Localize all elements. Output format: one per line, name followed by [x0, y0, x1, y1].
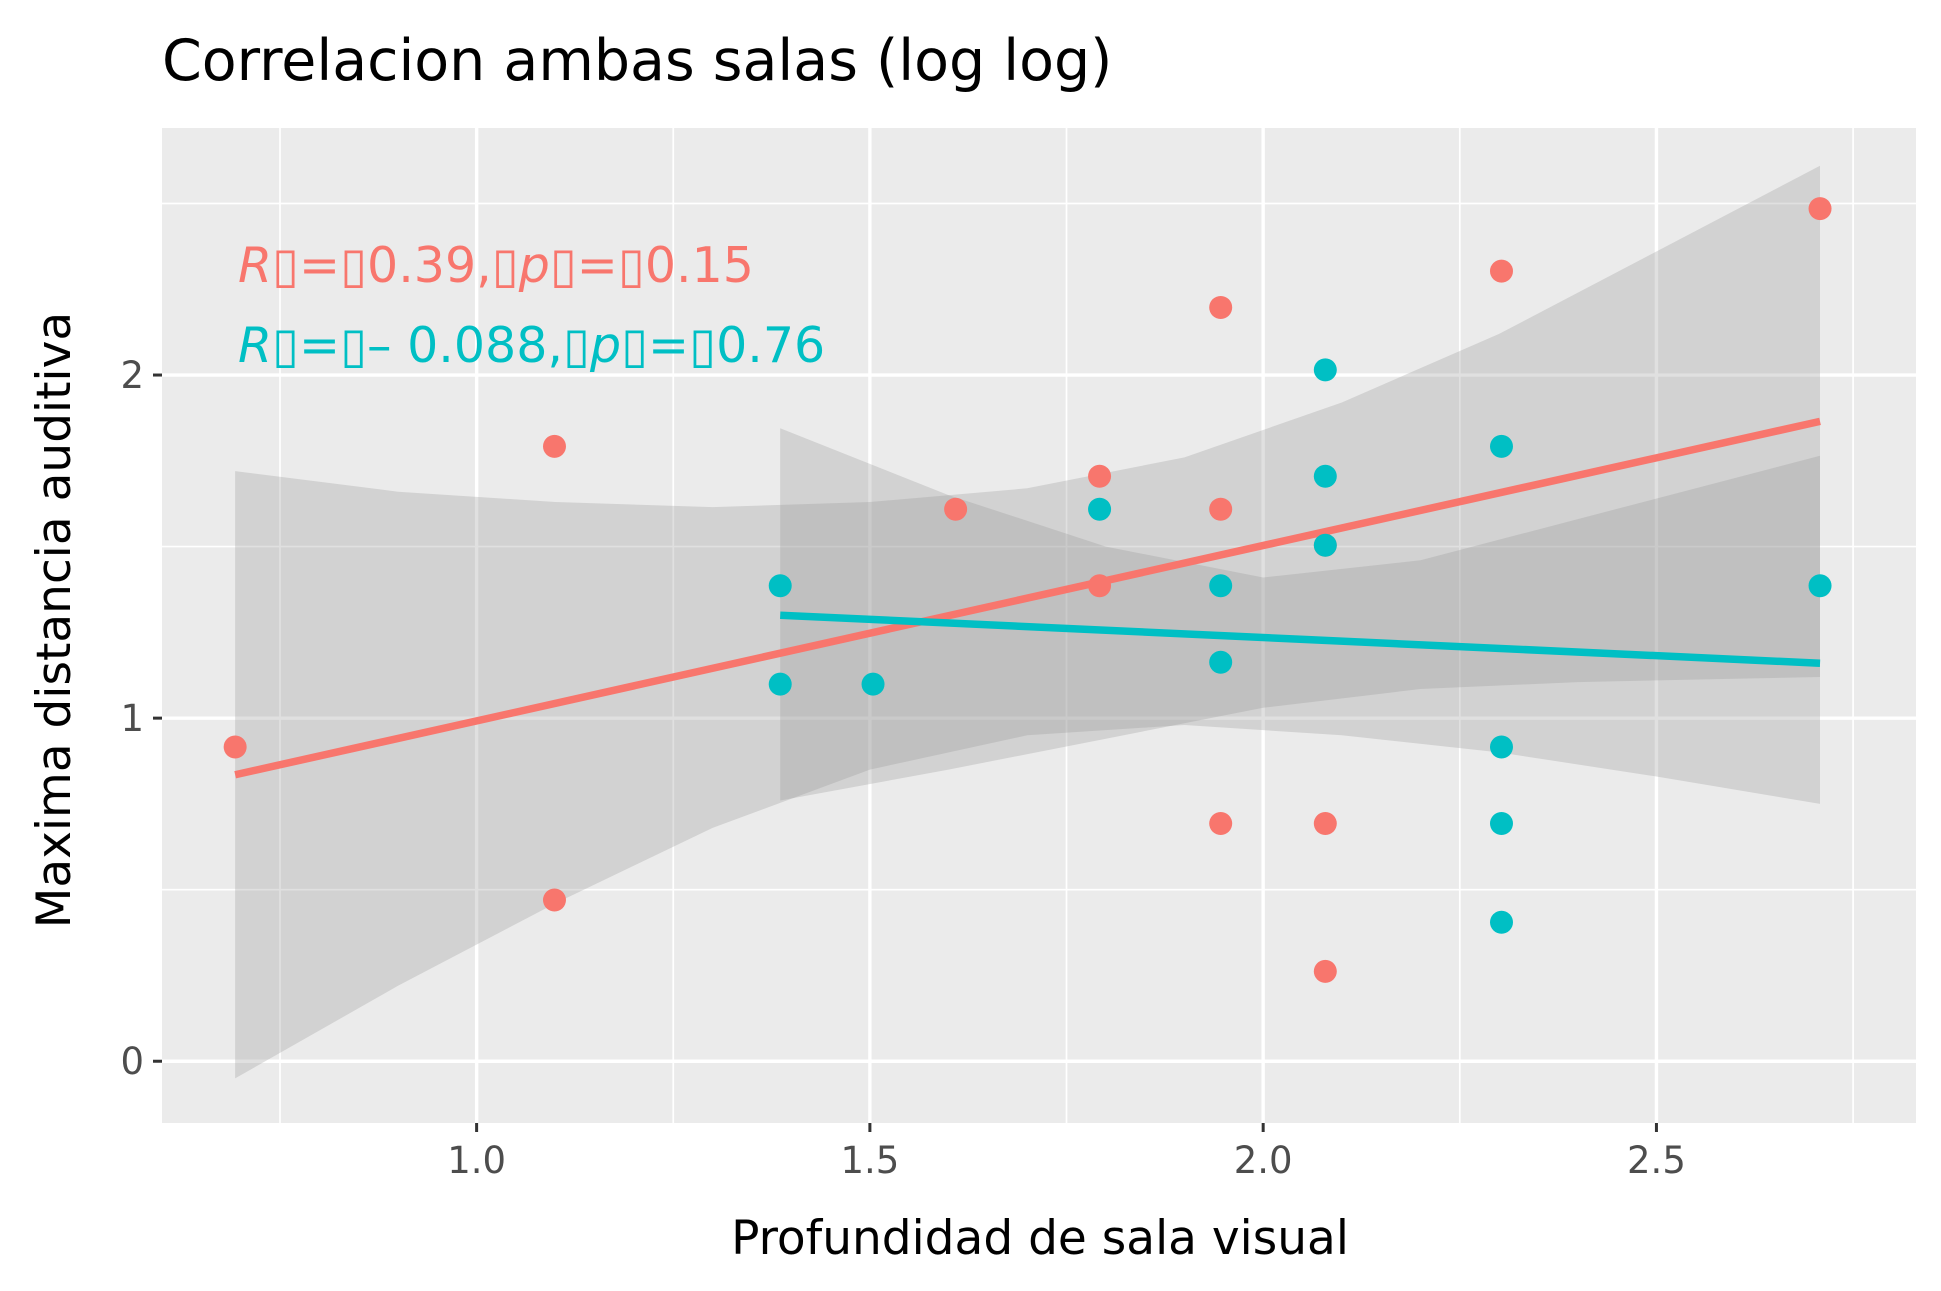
data-point-series-2: [1209, 574, 1233, 598]
data-point-series-1: [542, 888, 566, 912]
data-point-series-2: [1808, 574, 1832, 598]
x-tick-label: 2.5: [1627, 1139, 1686, 1182]
regression-lines: [234, 417, 1821, 779]
y-tick-label: 2: [120, 354, 144, 397]
data-points: [223, 197, 1832, 983]
data-point-series-2: [768, 574, 792, 598]
correlation-annotations: R▯=▯0.39,▯p▯=▯0.15 R▯=▯– 0.088,▯p▯=▯0.76: [238, 237, 825, 374]
data-point-series-2: [768, 672, 792, 696]
data-point-series-2: [1489, 434, 1513, 458]
data-point-series-1: [1209, 295, 1233, 319]
data-point-series-1: [1313, 959, 1337, 983]
x-tick-label: 1.5: [840, 1139, 899, 1182]
data-point-series-1: [1088, 464, 1112, 488]
x-axis: 1.0 1.5 2.0 2.5: [447, 1123, 1686, 1182]
stat-label-series-1: R▯=▯0.39,▯p▯=▯0.15: [238, 237, 754, 294]
data-point-series-1: [944, 497, 968, 521]
data-point-series-2: [861, 672, 885, 696]
data-point-series-1: [1313, 811, 1337, 835]
data-point-series-2: [1489, 811, 1513, 835]
data-point-series-2: [1088, 497, 1112, 521]
data-point-series-2: [1489, 910, 1513, 934]
regression-line-2: [780, 611, 1821, 667]
x-axis-title: Profundidad de sala visual: [731, 1211, 1349, 1266]
data-point-series-1: [1209, 811, 1233, 835]
data-point-series-2: [1313, 358, 1337, 382]
y-axis: 0 1 2: [120, 354, 162, 1083]
data-point-series-1: [1489, 259, 1513, 283]
confidence-bands: [235, 165, 1821, 1079]
data-point-series-2: [1489, 735, 1513, 759]
major-gridlines: [162, 128, 1916, 1123]
data-point-series-2: [1209, 650, 1233, 674]
data-point-series-2: [1313, 533, 1337, 557]
stat-label-series-2: R▯=▯– 0.088,▯p▯=▯0.76: [238, 317, 825, 374]
data-point-series-2: [1313, 464, 1337, 488]
data-point-series-1: [1088, 574, 1112, 598]
y-axis-title: Maxima distancia auditiva: [27, 312, 82, 928]
chart-title: Correlacion ambas salas (log log): [162, 28, 1112, 94]
data-point-series-1: [223, 735, 247, 759]
y-tick-label: 1: [120, 697, 144, 740]
x-tick-label: 2.0: [1234, 1139, 1293, 1182]
data-point-series-1: [542, 434, 566, 458]
data-point-series-1: [1808, 197, 1832, 221]
x-tick-label: 1.0: [447, 1139, 506, 1182]
y-tick-label: 0: [120, 1040, 144, 1083]
regression-line-1: [234, 417, 1821, 779]
confidence-band-1: [235, 165, 1821, 1079]
data-point-series-1: [1209, 497, 1233, 521]
confidence-band-2: [780, 428, 1821, 801]
